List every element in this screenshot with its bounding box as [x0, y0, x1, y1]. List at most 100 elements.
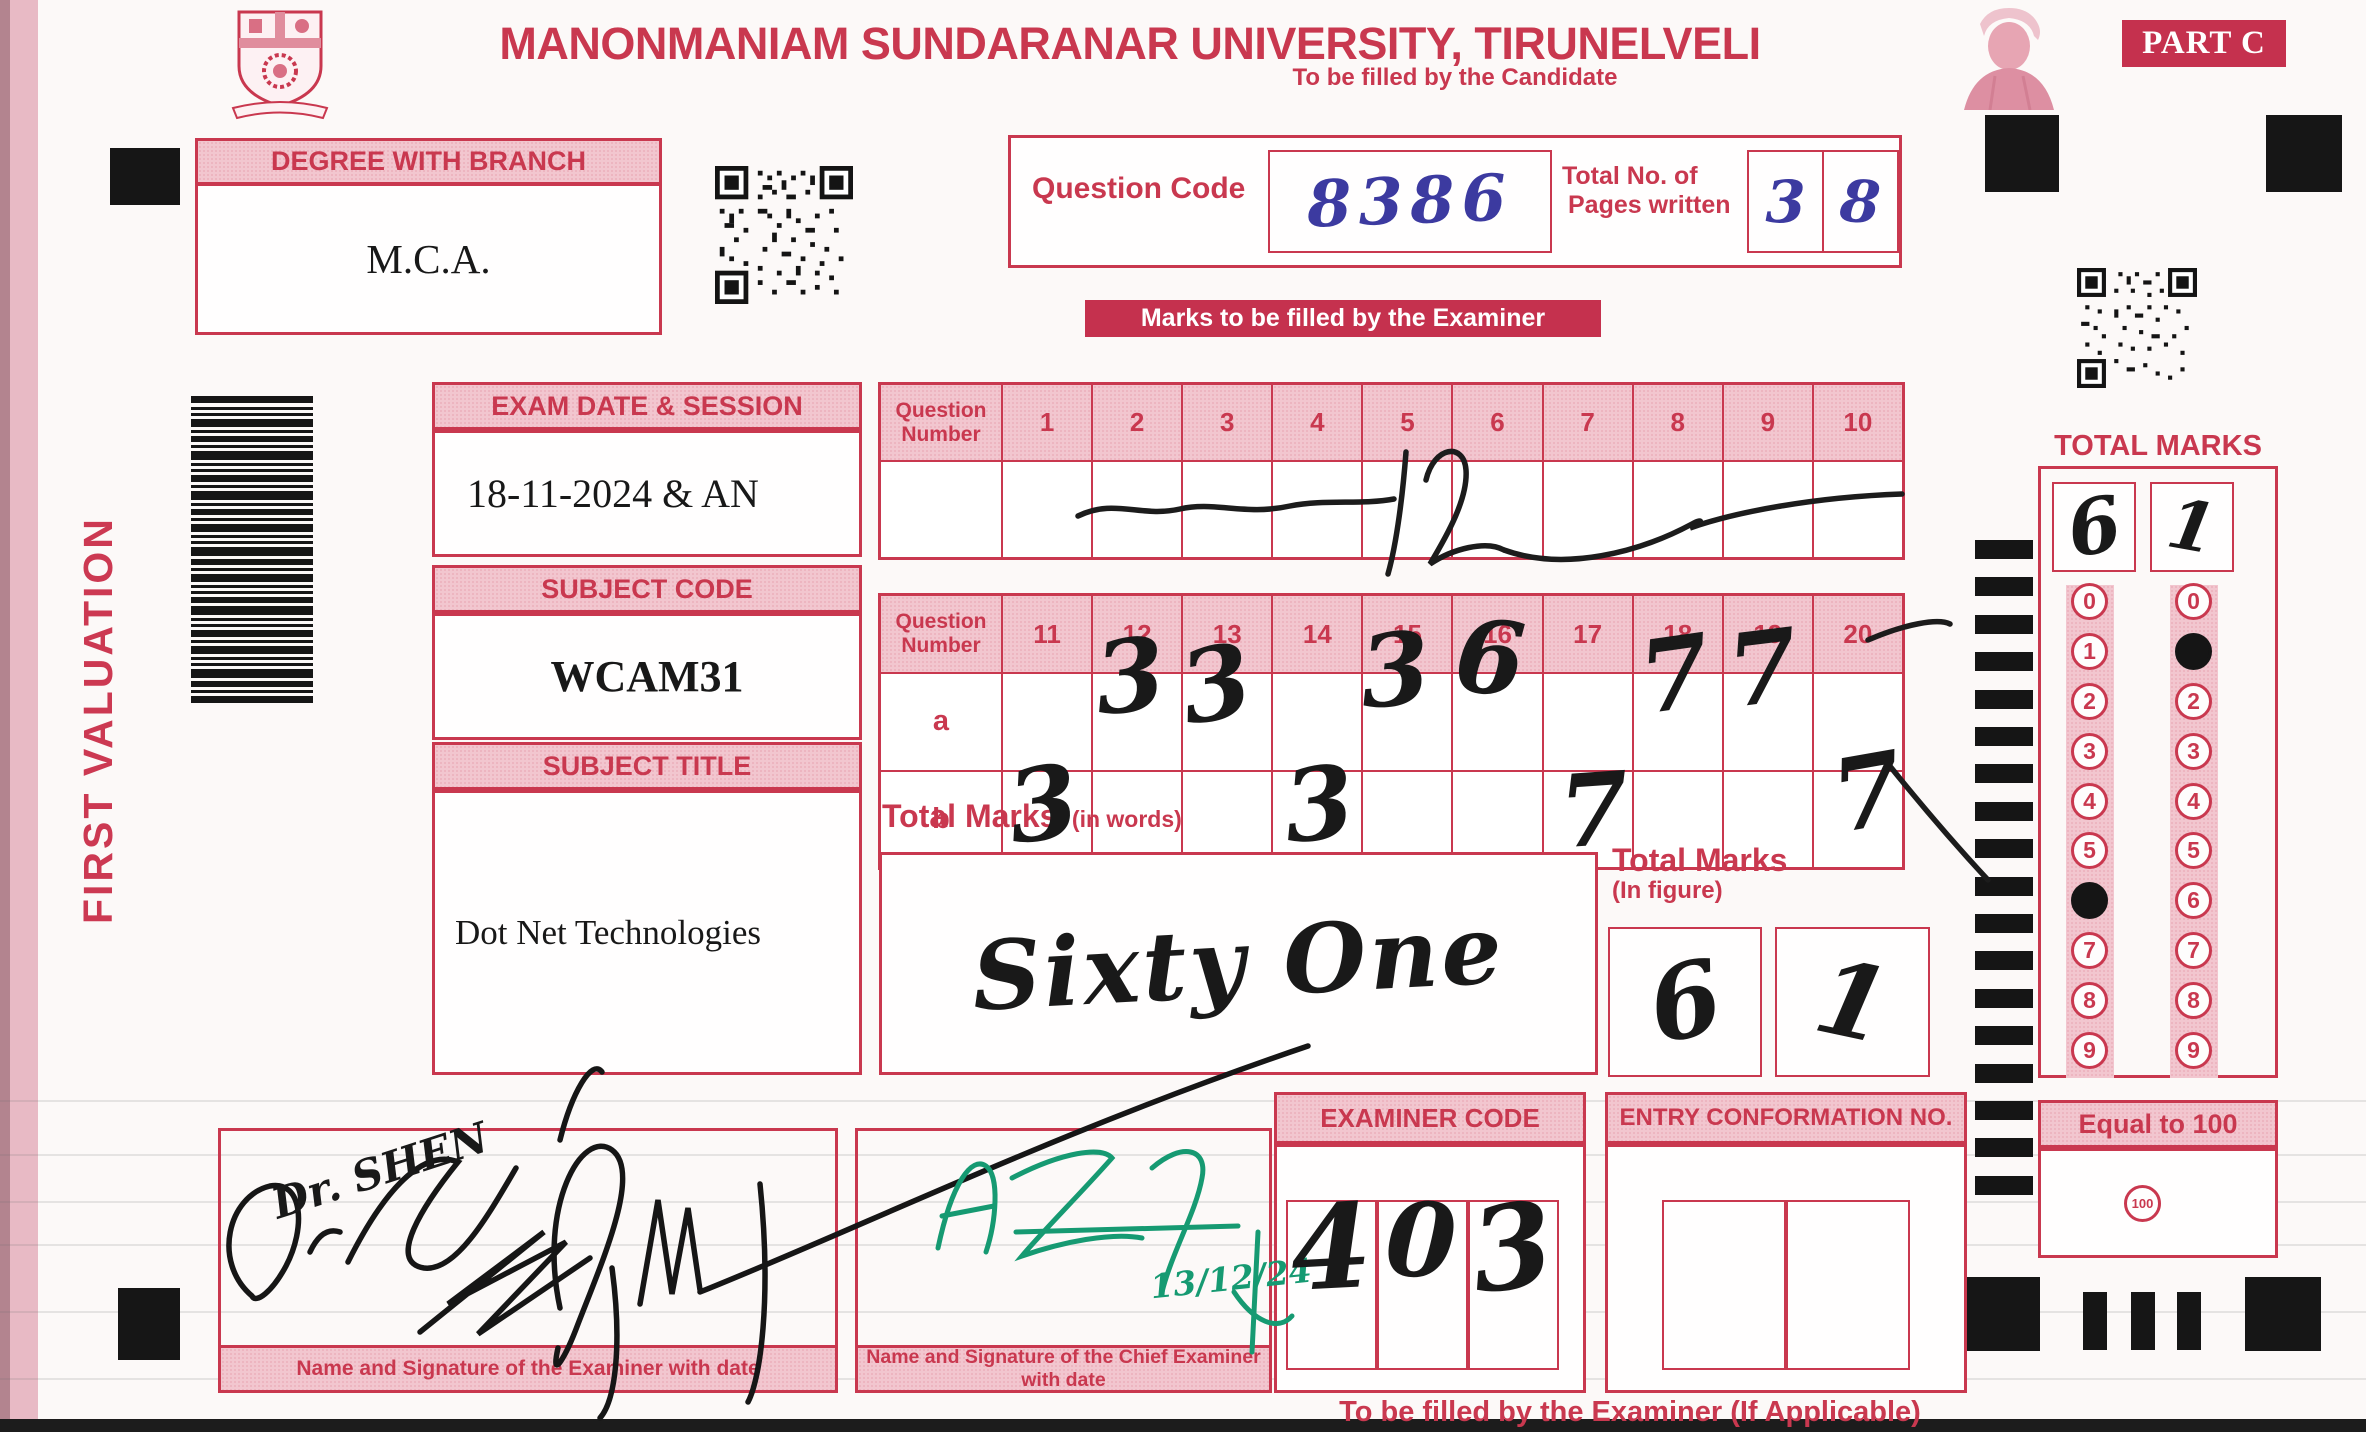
table2-column-number: 12 — [1093, 596, 1184, 672]
registration-mark — [2245, 1277, 2321, 1351]
timing-mark — [1975, 1026, 2033, 1046]
handwritten-mark-a-q19: 7 — [1721, 605, 1805, 731]
timing-mark — [1975, 764, 2033, 784]
bubble-0: 0 — [2071, 583, 2108, 620]
row-b-mark-cell — [1634, 771, 1724, 867]
bubble-filled-1: 1 — [2175, 632, 2212, 670]
total-marks-words-box: Sixty One — [879, 852, 1598, 1075]
qr-code-icon — [2077, 268, 2197, 388]
registration-mark — [1962, 1277, 2040, 1351]
table2-row-a: a — [881, 674, 1902, 772]
table2-column-number: 16 — [1453, 596, 1544, 672]
row-b-mark-cell — [1453, 771, 1544, 867]
examiner-code-cell — [1468, 1200, 1559, 1370]
table2-column-number: 13 — [1183, 596, 1274, 672]
table1-mark-cell — [1814, 462, 1902, 557]
handwritten-mark-a-q18: 7 — [1631, 610, 1718, 738]
bubble-3: 3 — [2071, 732, 2108, 770]
timing-mark — [1975, 614, 2033, 634]
bubble-column-tens: 0 1 2 3 4 5 6 7 8 9 — [2071, 583, 2108, 1069]
row-a-mark-cell — [1093, 674, 1184, 770]
bubble-5: 5 — [2071, 832, 2108, 870]
bubble-2: 2 — [2071, 682, 2108, 720]
bubble-100: 100 — [2124, 1185, 2161, 1222]
subject-code-value: WCAM31 — [432, 613, 862, 740]
registration-mark — [118, 1288, 180, 1360]
examiner-code-header: EXAMINER CODE — [1274, 1092, 1586, 1144]
timing-mark — [1975, 839, 2033, 859]
question-number-header: Question Number — [881, 596, 1003, 672]
table2-column-headers: 11 12 13 14 15 16 17 18 19 20 — [1003, 596, 1902, 672]
row-a-mark-cell — [1724, 674, 1814, 770]
timing-mark — [1975, 876, 2033, 896]
row-a-mark-cell — [1544, 674, 1634, 770]
panel-digit: 6 — [2060, 478, 2128, 575]
scan-artifact-line — [0, 1311, 2366, 1313]
registration-mark — [2266, 115, 2342, 192]
bubble-9: 9 — [2175, 1031, 2212, 1069]
bubble-9: 9 — [2071, 1031, 2108, 1069]
exam-date-value: 18-11-2024 & AN — [432, 430, 862, 557]
exam-date-header: EXAM DATE & SESSION — [432, 382, 862, 430]
table1-marks-row — [881, 462, 1902, 557]
row-b-mark-cell — [1003, 771, 1094, 867]
table1-mark-cell — [1183, 462, 1274, 557]
chief-examiner-signature-label: Name and Signature of the Chief Examiner… — [855, 1345, 1272, 1393]
total-marks-panel-label: TOTAL MARKS — [2054, 429, 2262, 462]
examiner-code-handwritten-digit: 0 — [1383, 1179, 1459, 1303]
table1-column-number: 8 — [1633, 385, 1724, 460]
page-edge-strip — [0, 0, 38, 1432]
bubble-8: 8 — [2071, 982, 2108, 1019]
figure-digit: 1 — [1805, 935, 1900, 1069]
pages-digit: 8 — [1837, 166, 1883, 237]
total-marks-words-label: Total Marks (in words) — [882, 798, 1182, 834]
table1-mark-cell — [1093, 462, 1184, 557]
bubble-7: 7 — [2175, 932, 2212, 970]
part-c-badge: PART C — [2122, 20, 2286, 67]
bubble-8: 8 — [2175, 982, 2212, 1019]
timing-mark — [1975, 540, 2033, 559]
row-a-mark-cell — [1273, 674, 1364, 770]
table1-column-number: 2 — [1093, 385, 1184, 460]
bubble-1: 1 — [2071, 632, 2108, 670]
page-title: MANONMANIAM SUNDARANAR UNIVERSITY, TIRUN… — [499, 18, 1761, 69]
row-a-mark-cell — [1003, 674, 1094, 770]
question-code-label: Question Code — [1032, 172, 1246, 205]
chief-examiner-signature-box: Name and Signature of the Chief Examiner… — [855, 1128, 1272, 1393]
table1-column-number: 4 — [1273, 385, 1364, 460]
table2-header-row: Question Number 11 12 13 14 15 16 17 18 19 20 — [881, 596, 1902, 674]
row-b-mark-cell — [1183, 771, 1274, 867]
figure-digit-box: 6 — [1608, 927, 1762, 1077]
table1-header-row: Question Number 1 2 3 4 5 6 7 8 9 10 — [881, 385, 1902, 462]
table2-column-number: 18 — [1633, 596, 1724, 672]
table1-mark-cells — [1003, 462, 1902, 557]
timing-mark — [1975, 914, 2033, 933]
row-b-label: b — [881, 771, 1003, 867]
row-b-mark-cell — [1363, 771, 1454, 867]
pages-written-label: Total No. of Pages written — [1562, 162, 1731, 219]
examiner-code-cell — [1377, 1200, 1468, 1370]
table2-column-number: 14 — [1273, 596, 1364, 672]
timing-mark — [1975, 1175, 2033, 1195]
entry-confirmation-cell — [1786, 1200, 1910, 1370]
timing-mark — [1975, 1101, 2033, 1120]
table2-column-number: 11 — [1003, 596, 1094, 672]
pages-digit: 3 — [1765, 167, 1806, 236]
panel-digit: 1 — [2161, 483, 2223, 571]
table1-column-number: 10 — [1813, 385, 1902, 460]
examiner-signature-box: Name and Signature of the Examiner with … — [218, 1128, 838, 1393]
subject-title-header: SUBJECT TITLE — [432, 742, 862, 790]
table2-column-number: 17 — [1543, 596, 1634, 672]
marks-table-1-10: Question Number 1 2 3 4 5 6 7 8 9 10 — [878, 382, 1905, 560]
table1-mark-cell — [1003, 462, 1094, 557]
table2-row-b: b — [881, 771, 1902, 867]
barcode-icon — [191, 396, 313, 703]
examiner-section-banner: Marks to be filled by the Examiner — [1085, 300, 1601, 337]
question-code-handwritten-value: 8386 — [1305, 159, 1515, 243]
degree-branch-value: M.C.A. — [195, 183, 662, 335]
bubble-4: 4 — [2175, 782, 2212, 820]
timing-mark — [1975, 652, 2033, 672]
handwritten-mark-b-q17: 7 — [1555, 748, 1633, 872]
handwritten-mark-a-q16: 6 — [1450, 596, 1529, 720]
bubble-5: 5 — [2175, 832, 2212, 870]
